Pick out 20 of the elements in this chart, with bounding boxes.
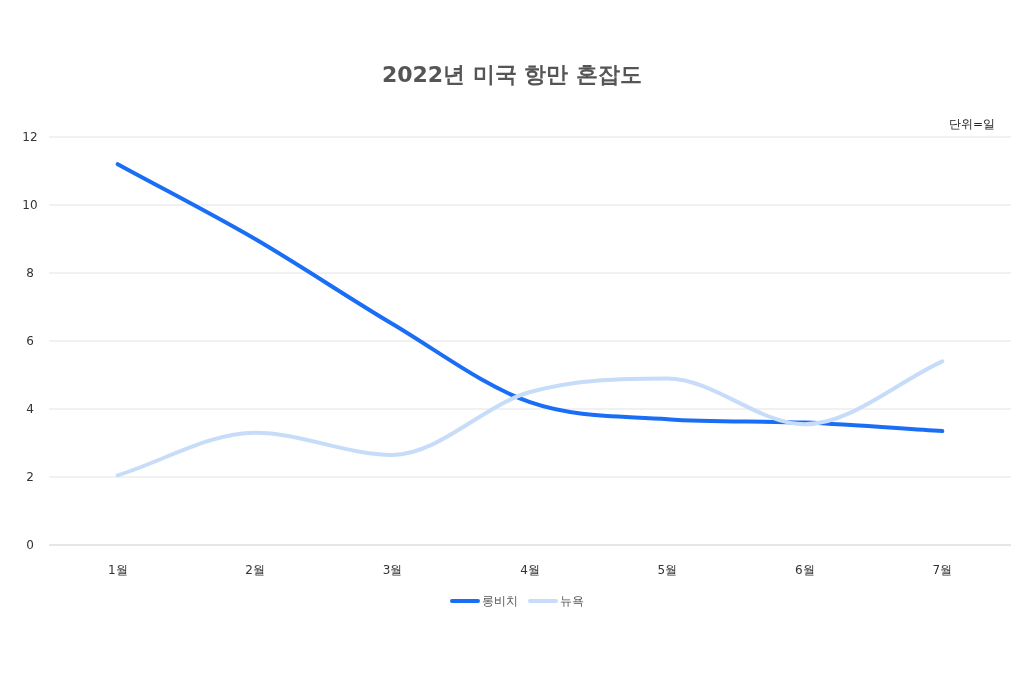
x-tick-label: 1월	[107, 563, 128, 577]
line-series	[115, 359, 945, 478]
x-tick-label: 6월	[795, 563, 815, 577]
y-tick-label: 2	[26, 470, 34, 484]
legend-label: 뉴욕	[560, 594, 584, 608]
y-tick-label: 6	[26, 334, 34, 348]
x-tick-label: 4월	[520, 563, 540, 577]
y-tick-label: 10	[22, 198, 38, 212]
x-tick-label: 7월	[932, 563, 953, 577]
x-tick-label: 5월	[657, 563, 678, 577]
y-tick-label: 0	[26, 538, 34, 552]
y-tick-label: 4	[26, 402, 34, 416]
y-tick-label: 12	[22, 130, 38, 144]
y-tick-label: 8	[26, 266, 34, 280]
x-tick-label: 2월	[245, 563, 265, 577]
chart-title: 2022년 미국 항만 혼잡도	[381, 62, 643, 87]
text: 단위=일	[948, 117, 995, 131]
legend-label: 롱비치	[482, 594, 518, 608]
x-tick-label: 3월	[382, 563, 403, 577]
line-series	[115, 162, 945, 434]
